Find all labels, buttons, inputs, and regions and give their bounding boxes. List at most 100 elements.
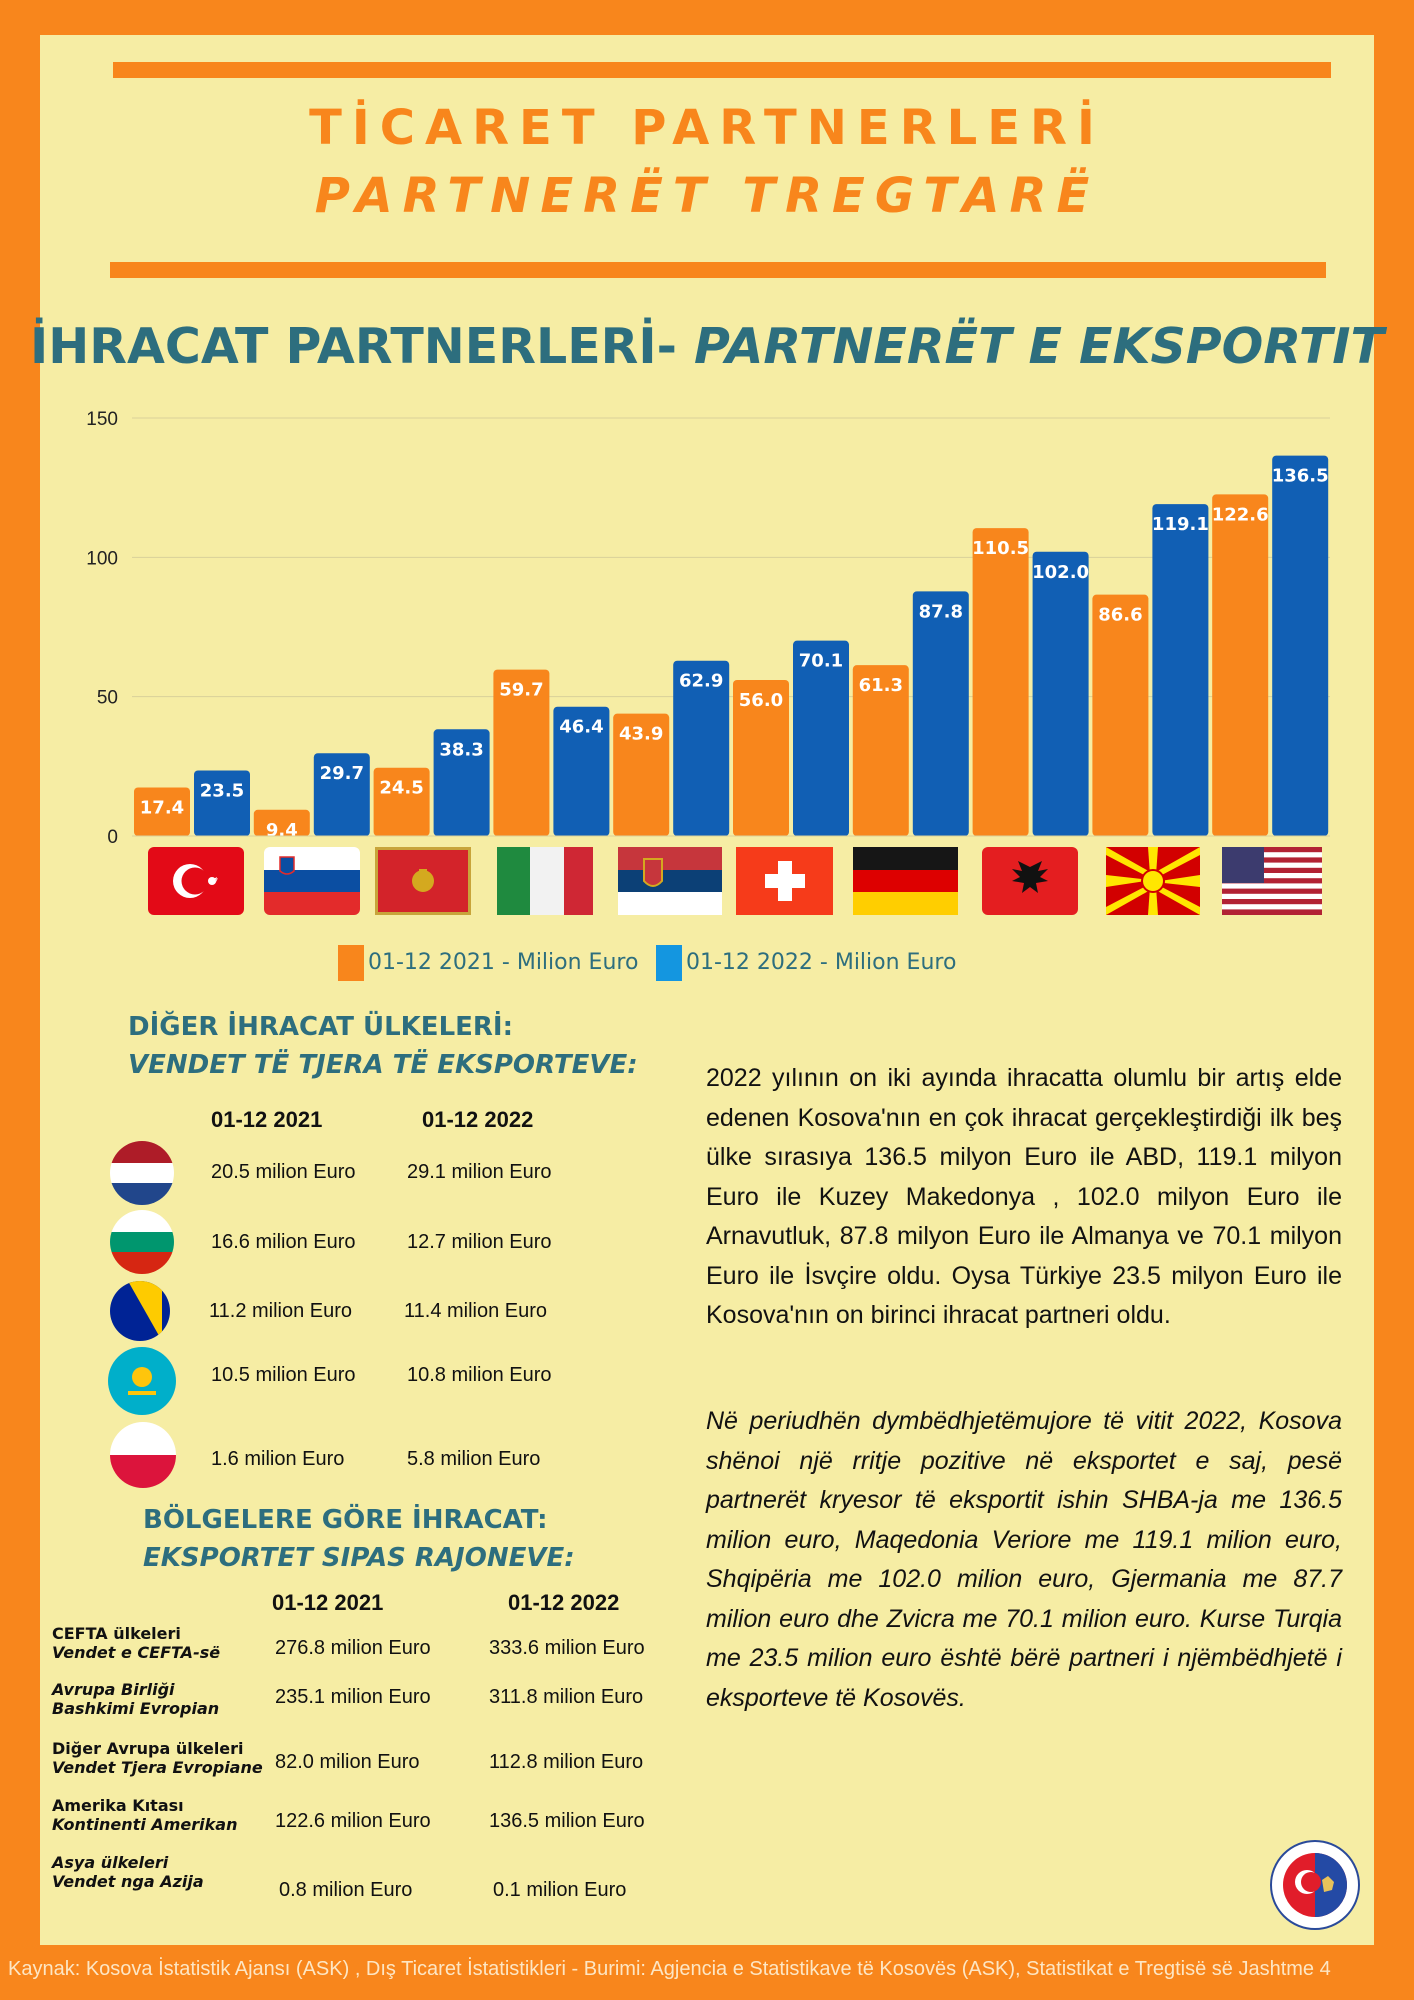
- paragraph-tr: 2022 yılının on iki ayında ihracatta olu…: [706, 1064, 1342, 1329]
- bosnia-flag: [110, 1281, 170, 1341]
- top-rule: [113, 62, 1331, 78]
- bar: [493, 669, 550, 836]
- paragraph-sq: Në periudhën dymbëdhjetëmujore të vitit …: [706, 1407, 1342, 1712]
- germany-flag: [853, 847, 958, 915]
- data-label: 24.5: [379, 778, 423, 799]
- legend-2022: 01-12 2022 - Milion Euro: [656, 945, 956, 981]
- region-label-sq: Vendet e CEFTA-së: [52, 1643, 221, 1662]
- bar: [1092, 594, 1149, 836]
- region-label-sq: Vendet Tjera Evropiane: [52, 1758, 263, 1777]
- data-label: 9.4: [266, 820, 298, 841]
- bar: [673, 660, 730, 836]
- region-label: CEFTA ülkeleri Vendet e CEFTA-së: [52, 1624, 220, 1662]
- page-subtitle: PARTNERËT TREGTARË: [314, 168, 1100, 224]
- serbia-flag: [618, 847, 722, 915]
- list-item-value-2021: 1.6 milion Euro: [211, 1448, 345, 1470]
- region-label: Avrupa Birliği Bashkimi Evropian: [52, 1680, 219, 1718]
- region-value-2021: 0.8 milion Euro: [279, 1879, 413, 1901]
- y-tick-label: 0: [107, 827, 118, 848]
- data-label: 56.0: [739, 690, 783, 711]
- regions-col-2021: 01-12 2021: [272, 1590, 384, 1615]
- region-label-tr: Diğer Avrupa ülkeleri: [52, 1739, 244, 1758]
- y-tick-label: 150: [86, 409, 118, 430]
- italy-flag: [497, 847, 593, 915]
- montenegro-flag: [375, 847, 471, 915]
- y-tick-label: 100: [86, 548, 118, 569]
- region-label-tr: Asya ülkeleri: [52, 1853, 169, 1872]
- turkey-flag: [148, 847, 244, 915]
- bar: [553, 706, 610, 836]
- bar: [373, 767, 430, 836]
- kazakhstan-flag: [108, 1347, 176, 1415]
- albania-flag: [982, 847, 1078, 915]
- bar: [253, 809, 310, 836]
- bar: [433, 729, 490, 836]
- bar: [793, 640, 849, 836]
- list-item-value-2022: 29.1 milion Euro: [407, 1161, 552, 1183]
- region-label: Amerika Kıtası Kontinenti Amerikan: [52, 1796, 237, 1834]
- bar: [972, 528, 1029, 836]
- netherlands-flag: [110, 1141, 174, 1205]
- region-value-2021: 235.1 milion Euro: [275, 1686, 431, 1708]
- region-value-2022: 112.8 milion Euro: [489, 1751, 644, 1773]
- region-label-tr: Amerika Kıtası: [52, 1796, 184, 1815]
- bar: [1212, 494, 1269, 836]
- bar: [852, 665, 909, 836]
- usa-flag: [1222, 847, 1322, 915]
- bar: [313, 753, 370, 836]
- data-label: 29.7: [320, 763, 364, 784]
- bar: [1032, 551, 1089, 836]
- page-title: TİCARET PARTNERLERİ: [309, 100, 1105, 156]
- bar: [733, 679, 789, 836]
- data-label: 59.7: [499, 680, 543, 701]
- chart-heading-tr: İHRACAT PARTNERLERİ-: [30, 318, 695, 375]
- bar: [194, 770, 250, 836]
- data-label: 110.5: [972, 538, 1029, 559]
- data-label: 23.5: [200, 781, 244, 802]
- data-label: 102.0: [1032, 562, 1089, 583]
- switzerland-flag: [736, 847, 833, 915]
- export-partners-chart: 0 50 100 150 17.4 23.5 9.4 29.7 24.5 38.3 59.7 46.4…: [86, 409, 1330, 848]
- data-label: 119.1: [1152, 514, 1209, 535]
- region-label-sq: Vendet nga Azija: [52, 1872, 204, 1891]
- poland-flag: [110, 1422, 176, 1488]
- data-label: 136.5: [1272, 466, 1329, 487]
- other-countries-title: DİĞER İHRACAT ÜLKELERİ: VENDET TË TJERA …: [128, 1008, 638, 1084]
- list-item-value-2022: 5.8 milion Euro: [407, 1448, 541, 1470]
- data-label: 87.8: [919, 601, 963, 622]
- region-label-tr: CEFTA ülkeleri: [52, 1624, 181, 1643]
- legend-swatch-2021: [338, 945, 364, 981]
- region-value-2022: 0.1 milion Euro: [493, 1879, 627, 1901]
- region-label: Asya ülkeleri Vendet nga Azija: [52, 1853, 204, 1891]
- region-value-2021: 276.8 milion Euro: [275, 1637, 431, 1659]
- region-value-2022: 311.8 milion Euro: [489, 1686, 644, 1708]
- region-label: Diğer Avrupa ülkeleri Vendet Tjera Evropi…: [52, 1739, 263, 1777]
- data-label: 70.1: [799, 651, 843, 672]
- data-label: 122.6: [1212, 504, 1269, 525]
- data-label: 61.3: [859, 675, 903, 696]
- other-countries-title-sq: VENDET TË TJERA TË EKSPORTEVE:: [128, 1050, 638, 1080]
- region-label-tr: Avrupa Birliği: [52, 1680, 175, 1699]
- bottom-rule: [110, 262, 1326, 278]
- content-panel: [40, 35, 1374, 1945]
- bar: [134, 787, 190, 836]
- list-item-value-2022: 12.7 milion Euro: [407, 1231, 552, 1253]
- other-countries-title-tr: DİĞER İHRACAT ÜLKELERİ:: [128, 1012, 513, 1042]
- region-label-sq: Bashkimi Evropian: [52, 1699, 220, 1718]
- list-item-value-2022: 11.4 milion Euro: [404, 1300, 548, 1322]
- north-macedonia-flag: [1106, 847, 1200, 915]
- region-label-sq: Kontinenti Amerikan: [52, 1815, 238, 1834]
- chart-heading: İHRACAT PARTNERLERİ- PARTNERËT E EKSPORT…: [0, 318, 1414, 375]
- chamber-logo-icon: [1270, 1840, 1360, 1930]
- chart-heading-sq: PARTNERËT E EKSPORTIT: [694, 318, 1384, 375]
- legend-label-2022: 01-12 2022 - Milion Euro: [686, 950, 957, 975]
- bar: [912, 591, 969, 836]
- bulgaria-flag: [110, 1210, 174, 1274]
- list-item-value-2021: 11.2 milion Euro: [209, 1300, 353, 1322]
- region-value-2021: 122.6 milion Euro: [275, 1810, 431, 1832]
- data-label: 17.4: [140, 798, 184, 819]
- source-footer: Kaynak: Kosova İstatistik Ajansı (ASK) ,…: [8, 1958, 1331, 1980]
- regions-title-tr: BÖLGELERE GÖRE İHRACAT:: [143, 1505, 548, 1535]
- other-col-2022: 01-12 2022: [422, 1107, 534, 1132]
- bar: [613, 713, 670, 836]
